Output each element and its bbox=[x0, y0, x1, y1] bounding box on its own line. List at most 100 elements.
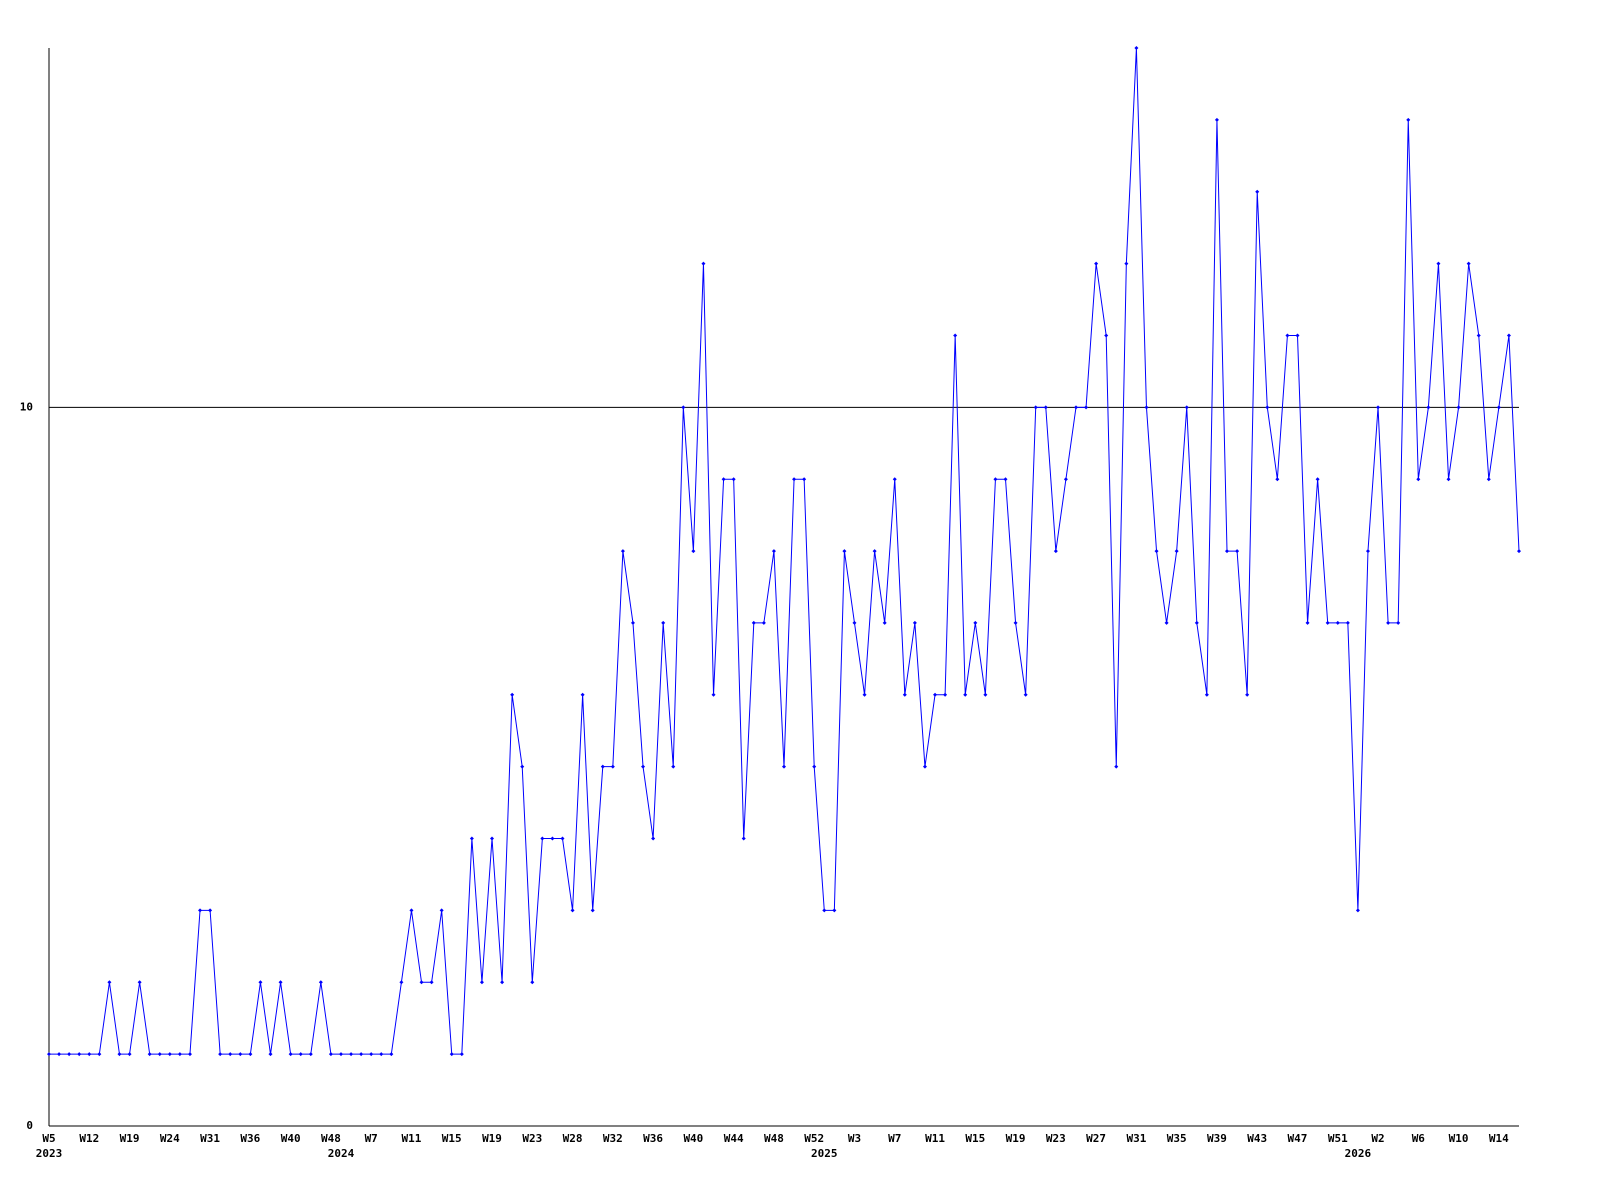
data-point bbox=[993, 477, 998, 482]
data-point bbox=[1003, 477, 1008, 482]
x-tick-label: W31 bbox=[1126, 1132, 1146, 1145]
data-point bbox=[187, 1052, 192, 1057]
data-point bbox=[943, 692, 948, 697]
x-tick-label: W19 bbox=[120, 1132, 140, 1145]
data-point bbox=[459, 1052, 464, 1057]
x-year-label: 2025 bbox=[811, 1147, 838, 1160]
data-point bbox=[1174, 549, 1179, 554]
x-tick-label: W19 bbox=[482, 1132, 502, 1145]
data-point bbox=[792, 477, 797, 482]
data-point bbox=[47, 1052, 51, 1057]
data-point bbox=[1446, 477, 1451, 482]
data-point bbox=[278, 980, 283, 985]
data-point bbox=[409, 908, 414, 913]
data-point bbox=[1285, 333, 1290, 338]
data-point bbox=[328, 1052, 333, 1057]
data-point bbox=[1365, 549, 1370, 554]
data-point bbox=[983, 692, 988, 697]
data-point bbox=[1144, 405, 1149, 410]
data-point bbox=[77, 1052, 82, 1057]
data-point bbox=[389, 1052, 394, 1057]
data-point bbox=[771, 549, 776, 554]
data-point bbox=[318, 980, 323, 985]
data-point bbox=[651, 836, 656, 841]
data-point bbox=[812, 764, 817, 769]
x-tick-label: W48 bbox=[321, 1132, 341, 1145]
data-point bbox=[359, 1052, 364, 1057]
data-point bbox=[1053, 549, 1058, 554]
data-point bbox=[973, 620, 978, 625]
data-point bbox=[298, 1052, 303, 1057]
x-tick-label: W52 bbox=[804, 1132, 824, 1145]
data-point bbox=[1355, 908, 1360, 913]
data-point bbox=[248, 1052, 253, 1057]
data-point bbox=[1335, 620, 1340, 625]
data-point bbox=[1315, 477, 1320, 482]
data-point bbox=[137, 980, 142, 985]
data-point bbox=[1245, 692, 1250, 697]
data-point bbox=[1194, 620, 1199, 625]
data-point bbox=[1345, 620, 1350, 625]
data-point bbox=[369, 1052, 374, 1057]
x-tick-label: W15 bbox=[442, 1132, 462, 1145]
data-point bbox=[1416, 477, 1421, 482]
data-point bbox=[1517, 549, 1521, 554]
data-point bbox=[1043, 405, 1048, 410]
data-point bbox=[1275, 477, 1280, 482]
x-tick-label: W32 bbox=[603, 1132, 623, 1145]
data-point bbox=[127, 1052, 132, 1057]
data-point bbox=[157, 1052, 162, 1057]
data-point bbox=[630, 620, 635, 625]
data-point bbox=[1164, 620, 1169, 625]
data-point bbox=[238, 1052, 243, 1057]
data-point bbox=[842, 549, 847, 554]
data-point bbox=[761, 620, 766, 625]
data-point bbox=[902, 692, 907, 697]
data-point bbox=[500, 980, 505, 985]
data-point bbox=[953, 333, 958, 338]
data-point bbox=[1073, 405, 1078, 410]
data-point bbox=[1506, 333, 1511, 338]
x-tick-label: W48 bbox=[764, 1132, 784, 1145]
data-point bbox=[67, 1052, 72, 1057]
x-year-label: 2024 bbox=[328, 1147, 355, 1160]
x-tick-label: W11 bbox=[402, 1132, 422, 1145]
x-tick-label: W23 bbox=[522, 1132, 542, 1145]
data-point bbox=[912, 620, 917, 625]
data-point bbox=[479, 980, 484, 985]
data-point bbox=[600, 764, 605, 769]
data-point bbox=[1396, 620, 1401, 625]
data-point bbox=[1496, 405, 1501, 410]
data-point bbox=[1456, 405, 1461, 410]
data-point bbox=[751, 620, 756, 625]
data-point bbox=[419, 980, 424, 985]
data-point bbox=[701, 261, 706, 266]
data-point bbox=[1063, 477, 1068, 482]
data-point bbox=[1486, 477, 1491, 482]
data-line bbox=[49, 47, 1520, 1055]
y-tick-label: 0 bbox=[26, 1119, 33, 1132]
data-point bbox=[872, 549, 877, 554]
data-point bbox=[1255, 189, 1260, 194]
data-point bbox=[469, 836, 474, 841]
data-point bbox=[1466, 261, 1471, 266]
x-tick-label: W3 bbox=[848, 1132, 861, 1145]
data-point bbox=[832, 908, 837, 913]
data-point bbox=[449, 1052, 454, 1057]
data-point bbox=[620, 549, 625, 554]
data-point bbox=[1265, 405, 1270, 410]
data-point bbox=[1436, 261, 1441, 266]
x-tick-label: W40 bbox=[281, 1132, 301, 1145]
data-point bbox=[1094, 261, 1099, 266]
data-point bbox=[661, 620, 666, 625]
x-tick-label: W12 bbox=[79, 1132, 99, 1145]
data-point bbox=[731, 477, 736, 482]
data-point bbox=[1184, 405, 1189, 410]
data-point bbox=[540, 836, 545, 841]
data-point bbox=[1013, 620, 1018, 625]
x-tick-label: W2 bbox=[1371, 1132, 1384, 1145]
data-point bbox=[1325, 620, 1330, 625]
data-point bbox=[530, 980, 535, 985]
data-point bbox=[711, 692, 716, 697]
